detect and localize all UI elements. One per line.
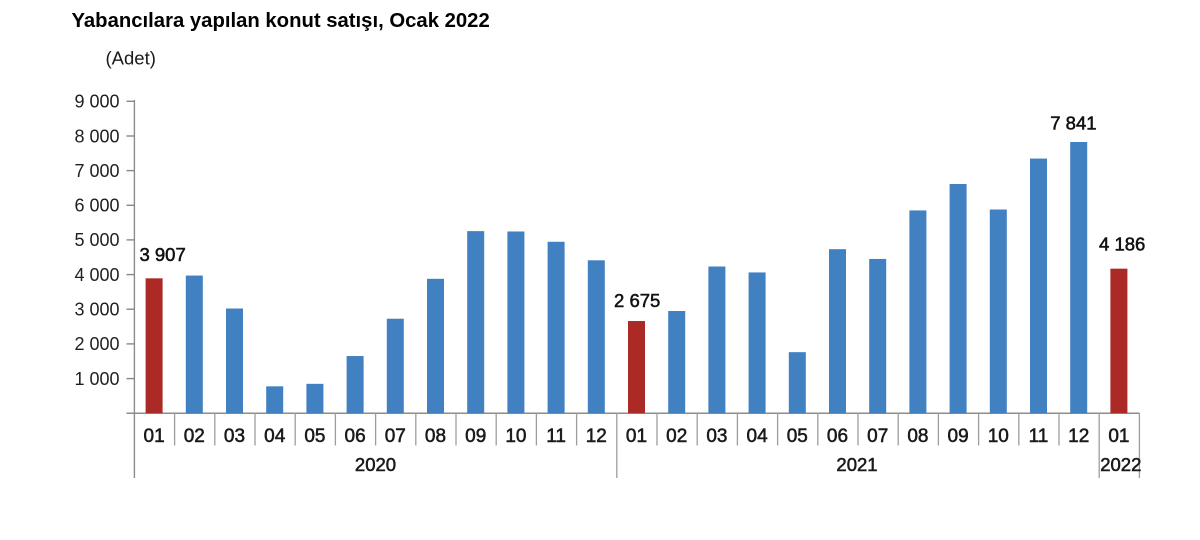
svg-text:9 000: 9 000: [74, 92, 119, 112]
svg-text:12: 12: [1068, 426, 1089, 447]
svg-text:2 675: 2 675: [614, 290, 660, 311]
svg-text:01: 01: [626, 426, 647, 447]
svg-text:6 000: 6 000: [74, 196, 119, 216]
svg-text:05: 05: [787, 426, 808, 447]
svg-text:08: 08: [907, 426, 928, 447]
svg-text:Yabancılara yapılan konut satı: Yabancılara yapılan konut satışı, Ocak 2…: [72, 10, 490, 32]
svg-text:01: 01: [1108, 426, 1129, 447]
svg-text:7 000: 7 000: [74, 161, 119, 181]
svg-text:2022: 2022: [1100, 454, 1141, 475]
svg-text:3 000: 3 000: [74, 300, 119, 320]
svg-text:06: 06: [827, 426, 848, 447]
svg-text:06: 06: [345, 426, 366, 447]
svg-text:10: 10: [505, 426, 526, 447]
svg-text:05: 05: [304, 426, 325, 447]
svg-text:4 186: 4 186: [1099, 234, 1145, 255]
svg-text:8 000: 8 000: [74, 126, 119, 146]
svg-text:3 907: 3 907: [139, 244, 185, 265]
svg-text:07: 07: [385, 426, 406, 447]
svg-text:09: 09: [948, 426, 969, 447]
svg-text:2021: 2021: [836, 454, 877, 475]
svg-text:(Adet): (Adet): [106, 48, 156, 69]
svg-text:7 841: 7 841: [1050, 113, 1096, 134]
svg-text:01: 01: [144, 426, 165, 447]
svg-text:10: 10: [988, 426, 1009, 447]
svg-text:2 000: 2 000: [74, 334, 119, 354]
svg-text:5 000: 5 000: [74, 230, 119, 250]
svg-text:03: 03: [706, 426, 727, 447]
svg-text:11: 11: [1029, 426, 1049, 447]
svg-text:1 000: 1 000: [74, 369, 119, 389]
svg-text:4 000: 4 000: [74, 265, 119, 285]
svg-text:11: 11: [546, 426, 566, 447]
svg-text:09: 09: [465, 426, 486, 447]
svg-text:02: 02: [184, 426, 205, 447]
svg-text:08: 08: [425, 426, 446, 447]
svg-text:04: 04: [747, 426, 769, 447]
svg-text:02: 02: [666, 426, 687, 447]
svg-text:04: 04: [264, 426, 286, 447]
svg-text:07: 07: [867, 426, 888, 447]
svg-text:12: 12: [586, 426, 607, 447]
svg-text:2020: 2020: [355, 454, 396, 475]
svg-text:03: 03: [224, 426, 245, 447]
